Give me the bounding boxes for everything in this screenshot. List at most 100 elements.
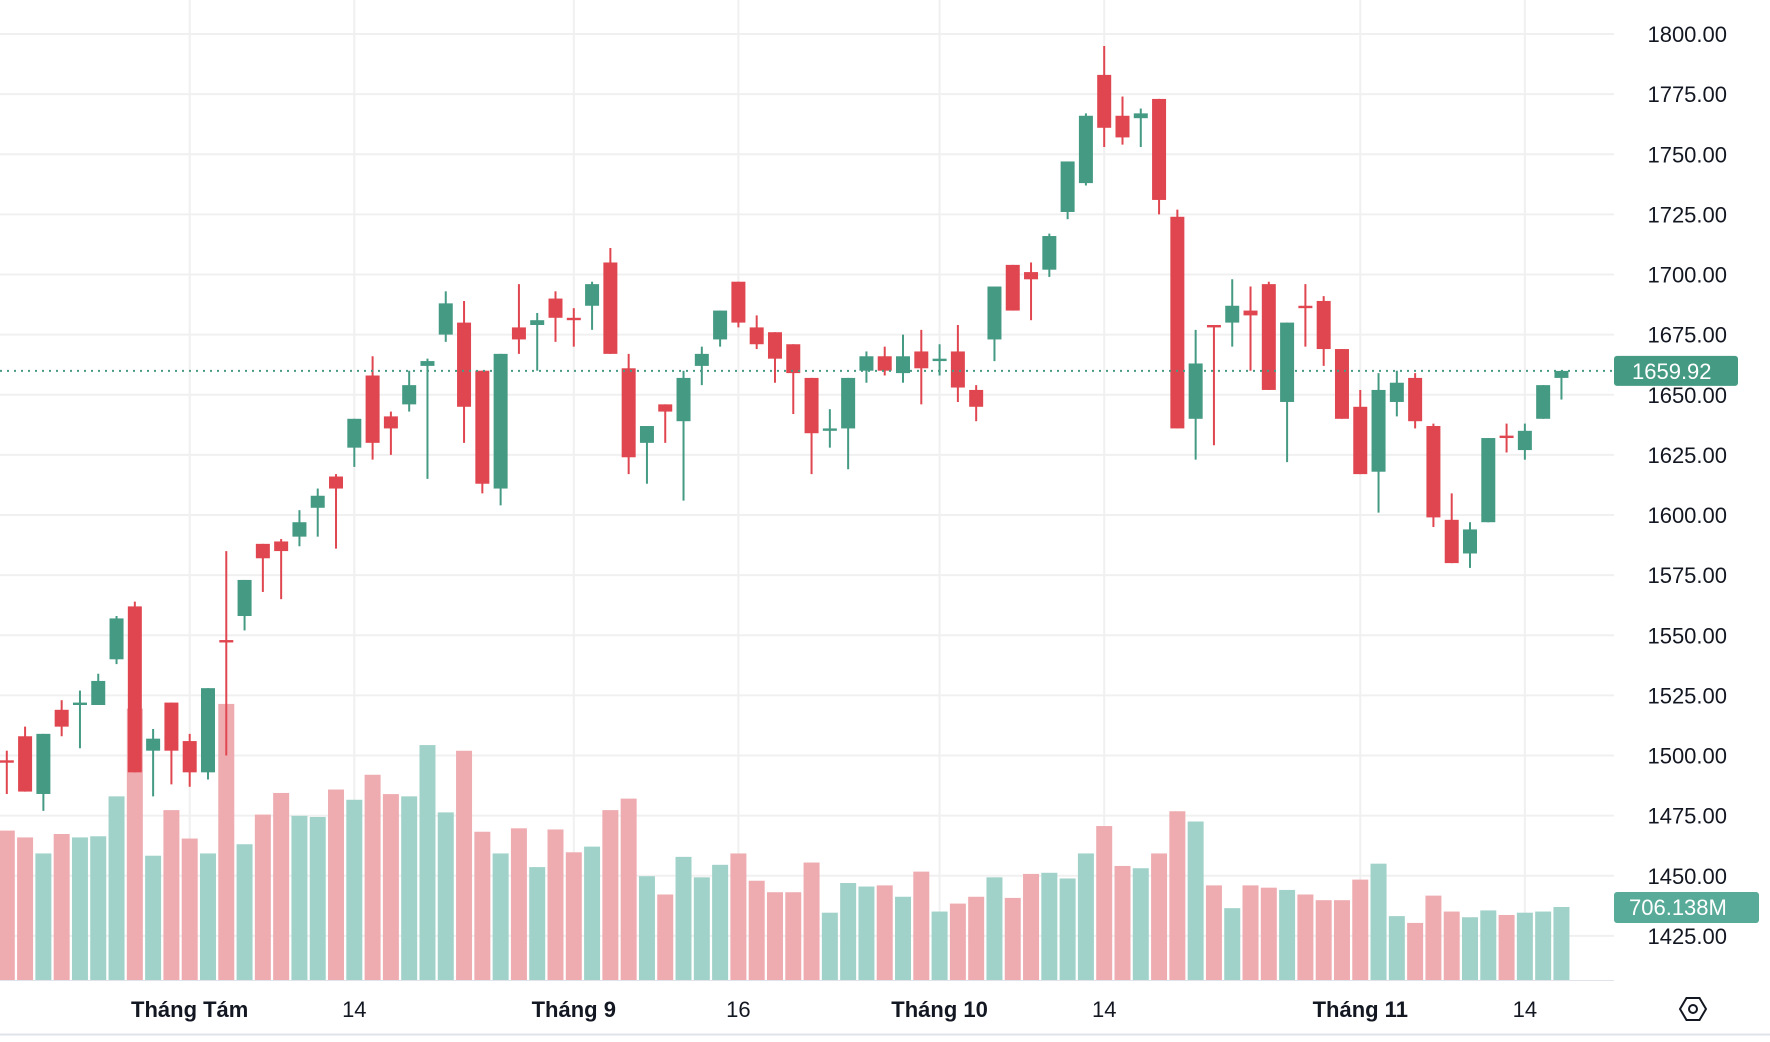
hexagon-settings-icon[interactable] <box>1678 997 1708 1021</box>
volume-bar <box>126 708 143 980</box>
volume-bar <box>90 836 107 980</box>
volume-bar <box>1151 853 1168 980</box>
candle-body <box>694 353 709 366</box>
candle-body <box>1206 325 1221 328</box>
volume-bar <box>0 830 15 980</box>
candle-body <box>255 543 270 559</box>
volume-bar <box>895 896 912 980</box>
candle <box>347 418 362 467</box>
candle-body <box>146 738 161 751</box>
candle-body <box>1261 284 1276 390</box>
candle <box>1408 373 1423 429</box>
candle <box>383 411 398 455</box>
candle <box>511 284 526 354</box>
candle-body <box>658 404 673 412</box>
volume-bar <box>1169 811 1186 980</box>
candle-body <box>457 322 472 407</box>
candle <box>969 385 984 422</box>
time-axis[interactable]: Tháng Tám 14 Tháng 9 16 Tháng 10 14 Tháng 11 14 <box>131 997 1537 1022</box>
volume-bar <box>986 877 1003 980</box>
volume-bar <box>1205 885 1222 980</box>
candle <box>1188 329 1203 460</box>
candle-body <box>365 375 380 443</box>
volume-bar <box>1443 911 1460 980</box>
volume-bar <box>1553 906 1570 980</box>
x-tick-label: Tháng 10 <box>891 997 988 1022</box>
y-tick-label: 1450.00 <box>1647 864 1727 889</box>
volume-bar <box>364 774 381 980</box>
candle-body <box>1316 300 1331 350</box>
candle <box>1389 370 1404 417</box>
candle-body <box>896 356 911 374</box>
volume-bar <box>1425 895 1442 980</box>
candle <box>1152 98 1167 215</box>
volume-bar <box>437 812 454 980</box>
volume-bar <box>401 796 418 980</box>
volume-bar <box>949 903 966 980</box>
candle <box>457 300 472 443</box>
volume-bar <box>876 885 893 980</box>
candle-body <box>127 606 142 773</box>
candle <box>896 334 911 383</box>
candle-body <box>786 344 801 374</box>
y-tick-label: 1625.00 <box>1647 443 1727 468</box>
y-tick-label: 1600.00 <box>1647 503 1727 528</box>
candle-body <box>1115 115 1130 138</box>
volume-bar <box>17 837 34 980</box>
candle-body <box>731 281 746 323</box>
volume-bar <box>328 789 345 980</box>
candle <box>621 353 636 475</box>
volume-bar <box>236 844 253 980</box>
volume-bar <box>35 853 52 980</box>
price-axis[interactable]: 1800.00 1775.00 1750.00 1725.00 1700.00 1675.… <box>1647 22 1727 949</box>
candle <box>475 370 490 494</box>
candle <box>237 579 252 631</box>
candle <box>292 510 307 547</box>
volume-bar <box>53 833 70 980</box>
y-tick-label: 1550.00 <box>1647 623 1727 648</box>
candle <box>255 543 270 592</box>
candle-body <box>950 351 965 388</box>
volume-bar <box>254 814 271 980</box>
candle-body <box>1499 435 1514 439</box>
candle <box>1097 46 1112 148</box>
candle <box>566 308 581 347</box>
candle-body <box>1170 216 1185 429</box>
candle <box>1444 493 1459 564</box>
candle-body <box>347 418 362 448</box>
candle-body <box>493 353 508 489</box>
volume-bar <box>199 853 216 980</box>
volume-bar <box>1498 914 1515 980</box>
candle-body <box>841 377 856 429</box>
y-tick-label: 1650.00 <box>1647 383 1727 408</box>
candle <box>1024 262 1039 321</box>
volume-bar <box>163 810 180 980</box>
candle <box>1426 423 1441 528</box>
candle <box>1170 209 1185 429</box>
candle-body <box>548 298 563 318</box>
candle <box>1334 349 1349 419</box>
x-tick-label: 14 <box>342 997 366 1022</box>
volume-bar <box>1004 897 1021 980</box>
volume-bar <box>785 892 802 980</box>
candle-body <box>1133 113 1148 119</box>
candle-body <box>1334 349 1349 419</box>
candle-body <box>1353 406 1368 475</box>
candle <box>0 750 14 794</box>
candle <box>127 601 142 773</box>
candle <box>72 690 87 749</box>
candle <box>1261 281 1276 390</box>
volume-bar <box>620 798 637 980</box>
candle <box>713 310 728 347</box>
x-tick-label: 16 <box>726 997 750 1022</box>
candle-body <box>530 320 545 326</box>
candle-body <box>54 709 69 727</box>
candle <box>1225 279 1240 347</box>
candle-body <box>1225 305 1240 323</box>
volume-bar <box>1187 821 1204 980</box>
candle-body <box>914 351 929 369</box>
candle-body <box>585 284 600 306</box>
volume-bar <box>145 855 162 980</box>
volume-bar <box>1315 900 1332 980</box>
